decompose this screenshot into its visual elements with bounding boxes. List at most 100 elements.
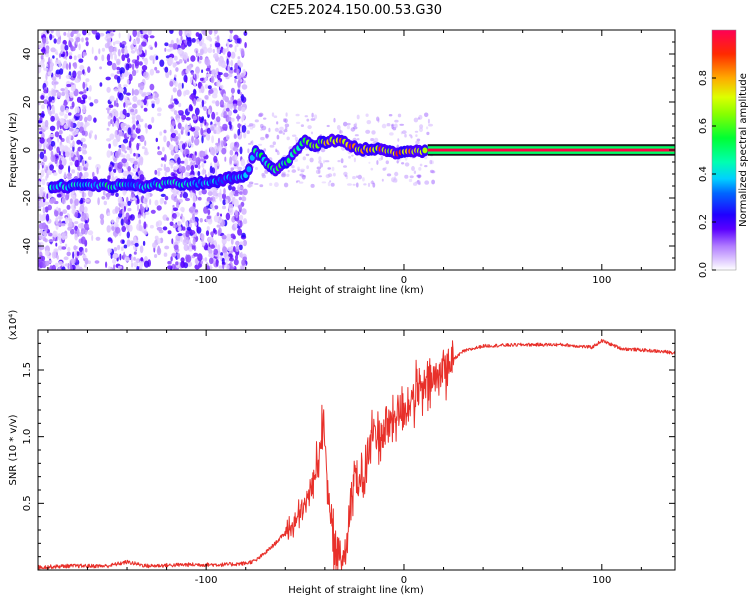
- noise-dot: [204, 84, 209, 89]
- noise-dot: [172, 165, 179, 170]
- noise-dot: [74, 113, 81, 117]
- noise-dot: [401, 130, 407, 135]
- noise-dot: [132, 103, 138, 109]
- noise-dot: [73, 62, 78, 69]
- noise-dot: [213, 53, 219, 59]
- noise-dot: [415, 181, 421, 184]
- noise-dot: [318, 169, 321, 174]
- noise-dot: [191, 38, 196, 43]
- noise-dot: [386, 123, 391, 127]
- noise-dot: [228, 44, 233, 48]
- noise-dot: [74, 233, 78, 241]
- noise-dot: [65, 107, 69, 114]
- noise-dot: [63, 172, 67, 179]
- noise-dot: [123, 216, 128, 224]
- noise-dot: [215, 42, 221, 48]
- noise-dot: [243, 31, 248, 36]
- noise-dot: [121, 47, 125, 54]
- noise-dot: [66, 97, 70, 103]
- noise-dot: [48, 194, 52, 199]
- noise-dot: [119, 42, 122, 47]
- noise-dot: [107, 212, 111, 217]
- noise-dot: [60, 156, 65, 161]
- noise-dot: [210, 75, 215, 84]
- noise-dot: [108, 104, 114, 108]
- noise-dot: [65, 63, 69, 70]
- noise-dot: [57, 245, 63, 251]
- noise-dot: [169, 221, 174, 227]
- noise-dot: [213, 155, 218, 163]
- noise-dot: [130, 50, 136, 54]
- noise-dot: [300, 124, 304, 127]
- noise-dot: [230, 96, 234, 101]
- noise-dot: [142, 58, 147, 62]
- noise-dot: [83, 52, 87, 56]
- colorbar-tick-label: 0.8: [698, 70, 709, 86]
- noise-dot: [160, 193, 166, 197]
- noise-dot: [123, 84, 128, 88]
- noise-dot: [394, 171, 399, 177]
- noise-dot: [40, 95, 45, 100]
- noise-dot: [143, 213, 146, 219]
- noise-dot: [181, 82, 184, 89]
- noise-dot: [113, 100, 117, 107]
- noise-dot: [318, 156, 322, 161]
- noise-dot: [179, 193, 183, 198]
- colorbar-tick-label: 0.6: [698, 118, 709, 134]
- noise-dot: [55, 69, 61, 75]
- noise-dot: [66, 251, 71, 257]
- noise-dot: [181, 226, 186, 231]
- noise-dot: [224, 156, 227, 162]
- noise-dot: [389, 132, 394, 136]
- noise-dot: [162, 226, 168, 231]
- noise-dot: [74, 106, 80, 115]
- noise-dot: [232, 100, 238, 105]
- noise-dot: [212, 228, 216, 234]
- noise-dot: [185, 239, 188, 244]
- noise-dot: [223, 102, 227, 110]
- noise-dot: [149, 68, 155, 76]
- noise-dot: [295, 113, 300, 117]
- noise-dot: [132, 39, 138, 46]
- noise-dot: [176, 37, 179, 43]
- noise-dot: [215, 126, 221, 135]
- noise-dot: [45, 166, 49, 171]
- noise-dot: [142, 197, 148, 205]
- noise-dot: [178, 198, 183, 203]
- noise-dot: [339, 130, 343, 134]
- noise-dot: [174, 144, 179, 153]
- noise-dot: [114, 130, 118, 138]
- noise-dot: [128, 74, 133, 81]
- noise-dot: [210, 231, 215, 236]
- noise-dot: [318, 175, 323, 178]
- noise-dot: [106, 193, 110, 200]
- noise-dot: [426, 126, 429, 130]
- noise-dot: [171, 238, 174, 245]
- noise-dot: [191, 71, 194, 76]
- noise-dot: [189, 206, 196, 211]
- noise-dot: [183, 243, 189, 252]
- noise-dot: [286, 136, 290, 141]
- noise-dot: [131, 191, 135, 198]
- noise-dot: [172, 62, 177, 68]
- noise-dot: [56, 120, 61, 128]
- noise-dot: [145, 126, 148, 134]
- noise-dot: [331, 166, 335, 171]
- noise-dot: [207, 85, 212, 90]
- noise-dot: [318, 160, 322, 164]
- noise-dot: [418, 167, 422, 171]
- noise-dot: [94, 260, 100, 264]
- noise-dot: [217, 229, 221, 236]
- noise-dot: [218, 60, 223, 67]
- noise-dot: [222, 246, 227, 253]
- noise-dot: [66, 175, 72, 180]
- noise-dot: [38, 193, 41, 197]
- noise-dot: [39, 60, 44, 67]
- noise-dot: [116, 75, 121, 84]
- noise-dot: [82, 108, 86, 114]
- noise-dot: [236, 38, 241, 44]
- noise-dot: [187, 126, 190, 129]
- noise-dot: [242, 188, 248, 196]
- noise-dot: [39, 131, 43, 135]
- noise-dot: [302, 156, 306, 161]
